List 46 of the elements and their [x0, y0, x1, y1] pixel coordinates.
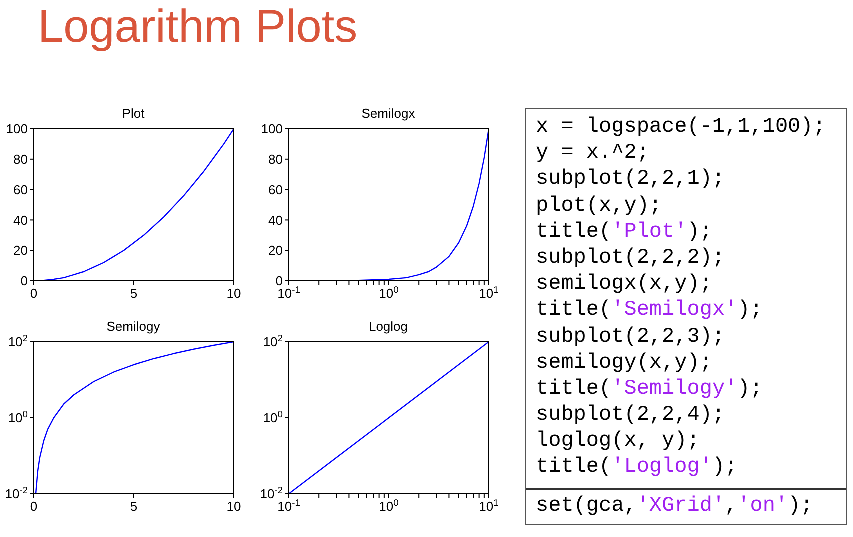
text: semilogx(x,y); [536, 273, 712, 296]
text: loglog(x, y); [536, 430, 700, 454]
x-tick-label: 10$^{0}$ [379, 285, 399, 302]
text: x = logspace(-1,1,100); [536, 116, 826, 139]
y-tick-label: 80 [268, 152, 283, 167]
y-tick-label: 10$^{2}$ [8, 334, 28, 350]
y-tick-label: 10$^{0}$ [8, 410, 28, 426]
x-tick-label: 5 [130, 286, 138, 302]
y-tick-label: 80 [14, 152, 28, 167]
y-tick-label: 10$^{0}$ [263, 410, 283, 426]
y-tick-label: 20 [14, 243, 28, 258]
x-tick-label: 0 [30, 499, 38, 514]
text: plot(x,y); [536, 194, 662, 218]
chart-title: Semilogx [360, 106, 416, 122]
x-tick-label: 10 [226, 286, 242, 302]
x-tick-label: 10$^{1}$ [479, 498, 499, 514]
text: subplot(2,2,3); [536, 326, 726, 348]
y-tick-label: 100 [261, 122, 283, 137]
text: title('Plot'); [536, 220, 712, 244]
y-tick-label: 40 [268, 212, 283, 228]
chart-title: Plot [121, 106, 146, 122]
text: semilogy(x,y); [536, 352, 712, 375]
text: subplot(2,2,4); [536, 404, 726, 428]
y-tick-label: 60 [268, 182, 283, 198]
y-tick-label: 20 [268, 243, 283, 258]
text: subplot(2,2,2); [536, 246, 726, 270]
x-tick-label: 10$^{1}$ [479, 285, 499, 302]
text: title('Semilogy'); [536, 378, 763, 401]
chart-title: Semilogy [106, 319, 162, 335]
x-tick-label: 10 [226, 499, 242, 514]
y-tick-label: 60 [14, 182, 28, 198]
y-tick-label: 40 [14, 212, 28, 228]
chart-title: Loglog [368, 319, 410, 335]
y-tick-label: 10$^{-2}$ [5, 486, 28, 502]
y-tick-label: 10$^{2}$ [263, 334, 283, 350]
y-tick-label: 0 [20, 274, 28, 289]
y-tick-label: 100 [6, 122, 28, 137]
text: subplot(2,2,1); [536, 168, 726, 192]
x-tick-label: 0 [30, 286, 38, 302]
x-tick-label: 5 [130, 499, 138, 514]
text: title('Semilogx'); [536, 299, 763, 322]
text: y = x.^2; [536, 142, 650, 166]
text: title('Loglog'); [536, 456, 738, 480]
text: Logarithm Plots [38, 0, 358, 53]
x-tick-label: 10$^{0}$ [379, 498, 399, 514]
text: set(gca,'XGrid','on'); [536, 494, 814, 518]
